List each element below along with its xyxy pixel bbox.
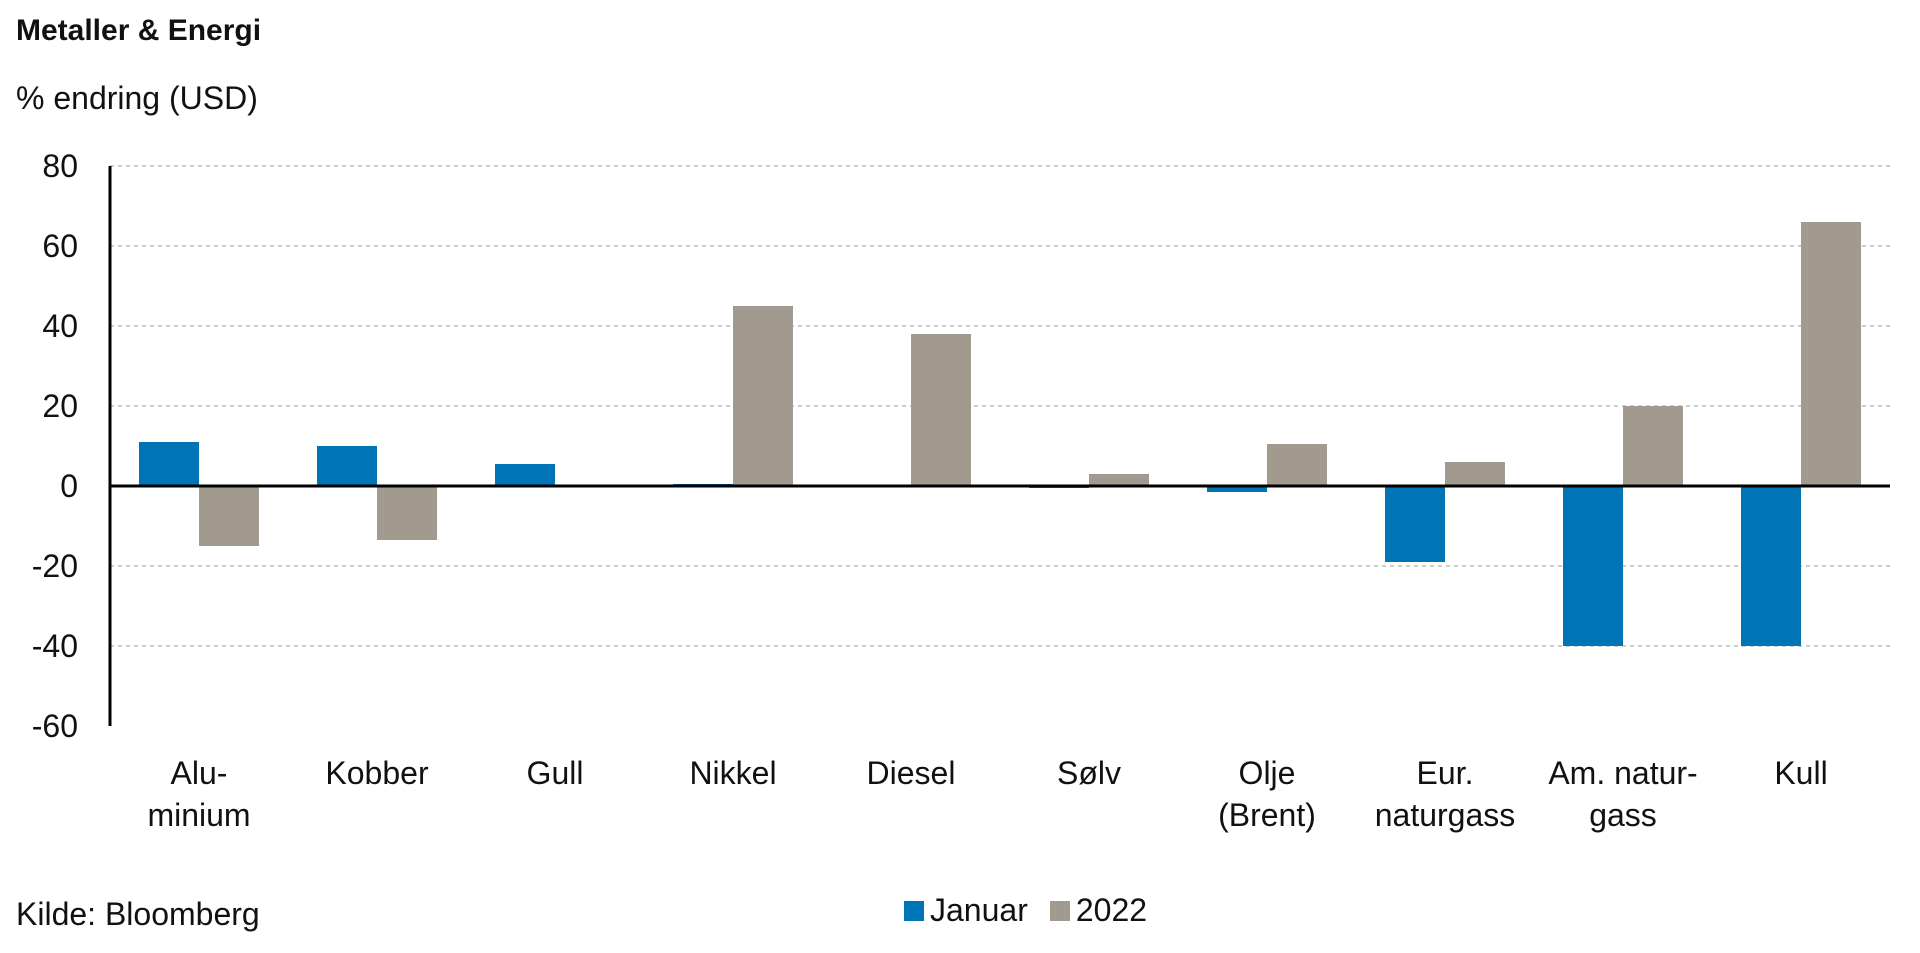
bar-januar [317, 446, 377, 486]
category-label: naturgass [1375, 797, 1516, 833]
bar-2022 [1445, 462, 1505, 486]
legend-item-januar: Januar [904, 892, 1028, 929]
bars [139, 222, 1861, 646]
legend-item-2022: 2022 [1049, 892, 1148, 929]
category-label: Olje [1239, 755, 1296, 791]
source-note: Kilde: Bloomberg [16, 896, 260, 932]
bar-januar [139, 442, 199, 486]
category-labels: Alu-minium Kobber Gull Nikkel Diesel Sølv Olje… [147, 755, 1827, 833]
category-label: Am. natur- [1548, 755, 1697, 791]
bar-2022 [1623, 406, 1683, 486]
legend-label-januar: Januar [930, 892, 1028, 928]
bar-2022 [733, 306, 793, 486]
bar-januar [1563, 486, 1623, 646]
y-tick-label: -40 [32, 628, 78, 664]
legend: Januar 2022 [904, 892, 1169, 929]
legend-label-2022: 2022 [1075, 892, 1148, 928]
y-tick-labels: 80 60 40 20 0 -20 -40 -60 [32, 148, 78, 744]
legend-swatch-januar [904, 900, 924, 921]
bar-2022 [377, 486, 437, 540]
category-label: gass [1589, 797, 1657, 833]
axes [108, 166, 1890, 726]
bar-2022 [1267, 444, 1327, 486]
category-label: Alu- [171, 755, 228, 791]
bar-januar [495, 464, 555, 486]
chart-title: Metaller & Energi [16, 14, 262, 47]
category-label: Kobber [325, 755, 429, 791]
bar-januar [1741, 486, 1801, 646]
y-tick-label: 40 [42, 308, 78, 344]
category-label: Nikkel [689, 755, 776, 791]
y-tick-label: -60 [32, 708, 78, 744]
category-label: (Brent) [1218, 797, 1316, 833]
y-tick-label: 80 [42, 148, 78, 184]
bar-januar [1385, 486, 1445, 562]
y-tick-label: 20 [42, 388, 78, 424]
category-label: Eur. [1417, 755, 1474, 791]
category-label: Gull [527, 755, 584, 791]
y-tick-label: 0 [60, 468, 78, 504]
bar-2022 [1089, 474, 1149, 486]
bar-2022 [1801, 222, 1861, 486]
category-label: Sølv [1057, 755, 1121, 791]
y-tick-label: -20 [32, 548, 78, 584]
bar-2022 [199, 486, 259, 546]
category-label: Diesel [867, 755, 956, 791]
bar-2022 [911, 334, 971, 486]
bar-januar [1207, 486, 1267, 492]
category-label: minium [147, 797, 250, 833]
legend-swatch-2022 [1049, 900, 1070, 921]
y-tick-label: 60 [42, 228, 78, 264]
y-axis-unit-label: % endring (USD) [16, 80, 258, 116]
category-label: Kull [1774, 755, 1827, 791]
